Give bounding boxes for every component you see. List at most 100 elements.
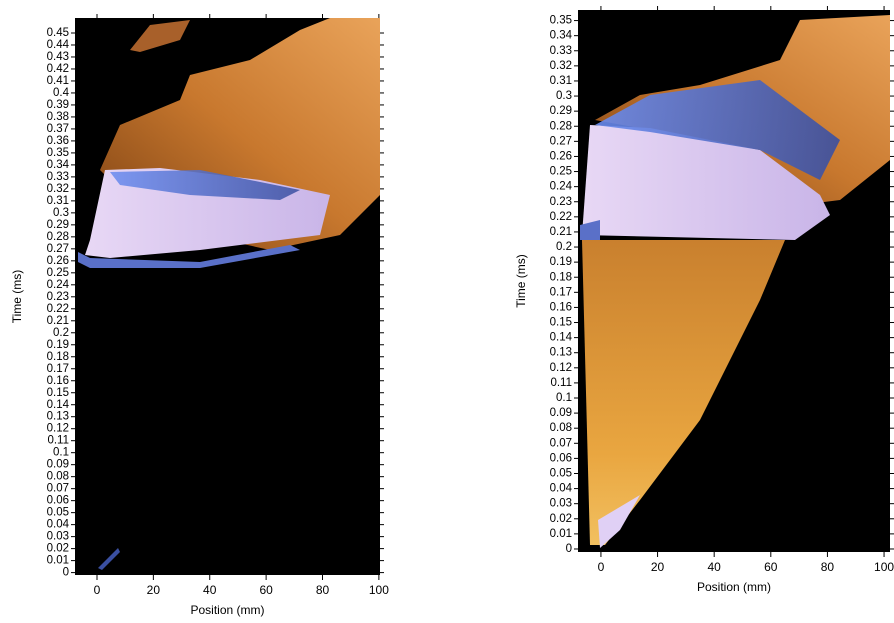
x-tick-label: 60: [764, 560, 778, 574]
y-tick-label: 0.43: [47, 51, 69, 63]
y-tick-label: 0.16: [47, 375, 69, 387]
y-tick-label: 0.22: [550, 211, 572, 223]
x-axis-label: Position (mm): [190, 603, 264, 617]
y-tick-label: 0.23: [550, 196, 572, 208]
y-tick-label: 0.32: [47, 183, 69, 195]
y-tick-label: 0.18: [47, 351, 69, 363]
y-tick-label: 0.25: [550, 166, 572, 178]
y-tick-label: 0.07: [550, 437, 572, 449]
y-tick-label: 0.13: [47, 411, 69, 423]
y-tick-label: 0.24: [47, 279, 70, 291]
y-tick-label: 0.29: [550, 105, 572, 117]
y-tick-label: 0.27: [47, 243, 69, 255]
y-tick-label: 0.35: [47, 147, 69, 159]
y-tick-label: 0.44: [47, 39, 70, 51]
y-axis-label: Time (ms): [10, 270, 24, 324]
y-tick-label: 0.34: [47, 159, 70, 171]
y-tick-label: 0.18: [550, 271, 572, 283]
x-tick-label: 20: [651, 560, 665, 574]
y-tick-label: 0.01: [47, 555, 69, 567]
y-tick-label: 0.01: [550, 528, 572, 540]
y-tick-label: 0.24: [550, 181, 573, 193]
x-tick-label: 60: [259, 583, 273, 597]
y-tick-label: 0.19: [47, 339, 69, 351]
x-tick-label: 100: [369, 583, 389, 597]
y-tick-label: 0.19: [550, 256, 572, 268]
y-tick-label: 0.09: [550, 407, 572, 419]
y-tick-label: 0.36: [47, 135, 69, 147]
y-tick-label: 0.29: [47, 219, 69, 231]
y-tick-label: 0.28: [47, 231, 69, 243]
y-tick-label: 0.06: [550, 452, 572, 464]
y-tick-label: 0.08: [550, 422, 572, 434]
y-tick-label: 0.16: [550, 301, 572, 313]
y-tick-label: 0.06: [47, 495, 69, 507]
y-tick-label: 0.28: [550, 120, 572, 132]
y-tick-label: 0.4: [53, 87, 70, 99]
y-tick-label: 0.31: [550, 75, 572, 87]
y-tick-label: 0.09: [47, 459, 69, 471]
y-axis-label: Time (ms): [514, 254, 528, 308]
y-tick-label: 0.14: [550, 332, 573, 344]
x-tick-label: 0: [598, 560, 605, 574]
y-tick-label: 0.26: [47, 255, 69, 267]
x-tick-label: 40: [708, 560, 722, 574]
y-tick-label: 0.26: [550, 150, 572, 162]
y-tick-label: 0.25: [47, 267, 69, 279]
y-tick-label: 0.3: [53, 207, 69, 219]
x-axis-label: Position (mm): [697, 580, 771, 594]
y-tick-label: 0.05: [550, 468, 572, 480]
y-tick-label: 0.39: [47, 99, 69, 111]
y-tick-label: 0.03: [550, 498, 572, 510]
y-tick-label: 0.2: [53, 327, 69, 339]
y-tick-label: 0.02: [550, 513, 572, 525]
x-tick-label: 0: [94, 583, 101, 597]
y-tick-label: 0.31: [47, 195, 69, 207]
y-tick-label: 0.12: [550, 362, 572, 374]
y-tick-label: 0.33: [47, 171, 69, 183]
y-tick-label: 0.2: [556, 241, 572, 253]
x-tick-label: 100: [874, 560, 894, 574]
x-tick-label: 80: [316, 583, 330, 597]
y-tick-label: 0.37: [47, 123, 69, 135]
y-tick-label: 0.17: [47, 363, 69, 375]
y-tick-label: 0.04: [550, 483, 573, 495]
y-tick-label: 0.33: [550, 45, 572, 57]
y-tick-label: 0.12: [47, 423, 69, 435]
y-tick-label: 0.32: [550, 60, 572, 72]
y-tick-label: 0.41: [47, 75, 69, 87]
y-tick-label: 0.17: [550, 286, 572, 298]
y-tick-label: 0.08: [47, 471, 69, 483]
streak-image: [75, 18, 380, 575]
y-tick-label: 0.07: [47, 483, 69, 495]
y-tick-label: 0.13: [550, 347, 572, 359]
y-tick-label: 0.23: [47, 291, 69, 303]
y-tick-label: 0.03: [47, 531, 69, 543]
y-tick-label: 0.11: [47, 435, 69, 447]
streak-image: [578, 10, 890, 552]
y-tick-label: 0.15: [550, 317, 572, 329]
figure: 02040608010000.010.020.030.040.050.060.0…: [0, 0, 894, 623]
x-tick-label: 40: [203, 583, 217, 597]
y-tick-label: 0.42: [47, 63, 69, 75]
y-tick-label: 0.3: [556, 90, 572, 102]
y-tick-label: 0.35: [550, 15, 572, 27]
y-tick-label: 0.05: [47, 507, 69, 519]
y-tick-label: 0.02: [47, 543, 69, 555]
y-tick-label: 0.27: [550, 135, 572, 147]
x-tick-label: 20: [147, 583, 161, 597]
y-tick-label: 0.14: [47, 399, 70, 411]
x-tick-label: 80: [821, 560, 835, 574]
y-tick-label: 0.11: [550, 377, 572, 389]
y-tick-label: 0.04: [47, 519, 70, 531]
y-tick-label: 0.22: [47, 303, 69, 315]
y-tick-label: 0.1: [556, 392, 572, 404]
y-tick-label: 0.1: [53, 447, 69, 459]
y-tick-label: 0.34: [550, 30, 573, 42]
y-tick-label: 0: [566, 543, 572, 555]
y-tick-label: 0: [63, 567, 69, 579]
y-tick-label: 0.21: [47, 315, 69, 327]
y-tick-label: 0.15: [47, 387, 69, 399]
y-tick-label: 0.21: [550, 226, 572, 238]
y-tick-label: 0.45: [47, 27, 69, 39]
